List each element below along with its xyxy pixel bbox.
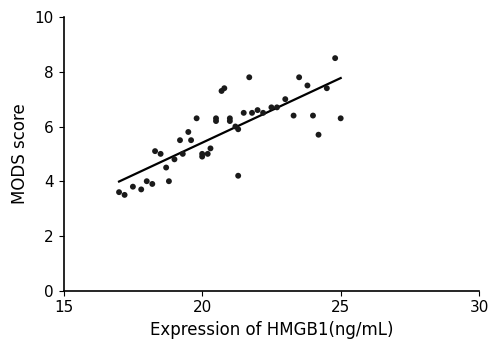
Point — [179, 151, 187, 157]
Point — [218, 88, 226, 94]
Point — [206, 146, 214, 151]
Point — [204, 151, 212, 157]
Point — [240, 110, 248, 116]
Point — [156, 151, 164, 157]
Point — [143, 178, 151, 184]
Point — [192, 116, 200, 121]
Point — [273, 105, 281, 110]
Point — [120, 192, 128, 198]
Point — [232, 124, 239, 129]
Point — [170, 156, 178, 162]
Point — [268, 105, 276, 110]
Point — [336, 116, 344, 121]
Point — [309, 113, 317, 118]
Point — [314, 132, 322, 138]
Y-axis label: MODS score: MODS score — [11, 104, 29, 204]
Point — [290, 113, 298, 118]
Point — [212, 116, 220, 121]
Point — [295, 75, 303, 80]
Point — [115, 189, 123, 195]
Point — [234, 173, 242, 178]
Point — [254, 107, 262, 113]
Point — [165, 178, 173, 184]
X-axis label: Expression of HMGB1(ng/mL): Expression of HMGB1(ng/mL) — [150, 321, 393, 339]
Point — [246, 75, 254, 80]
Point — [259, 110, 267, 116]
Point — [129, 184, 137, 189]
Point — [151, 148, 159, 154]
Point — [248, 110, 256, 116]
Point — [304, 83, 312, 88]
Point — [220, 85, 228, 91]
Point — [137, 187, 145, 192]
Point — [162, 165, 170, 170]
Point — [176, 138, 184, 143]
Point — [226, 116, 234, 121]
Point — [323, 85, 331, 91]
Point — [148, 181, 156, 187]
Point — [198, 154, 206, 159]
Point — [234, 126, 242, 132]
Point — [212, 118, 220, 124]
Point — [226, 118, 234, 124]
Point — [331, 55, 339, 61]
Point — [198, 151, 206, 157]
Point — [187, 138, 195, 143]
Point — [184, 129, 192, 135]
Point — [282, 96, 290, 102]
